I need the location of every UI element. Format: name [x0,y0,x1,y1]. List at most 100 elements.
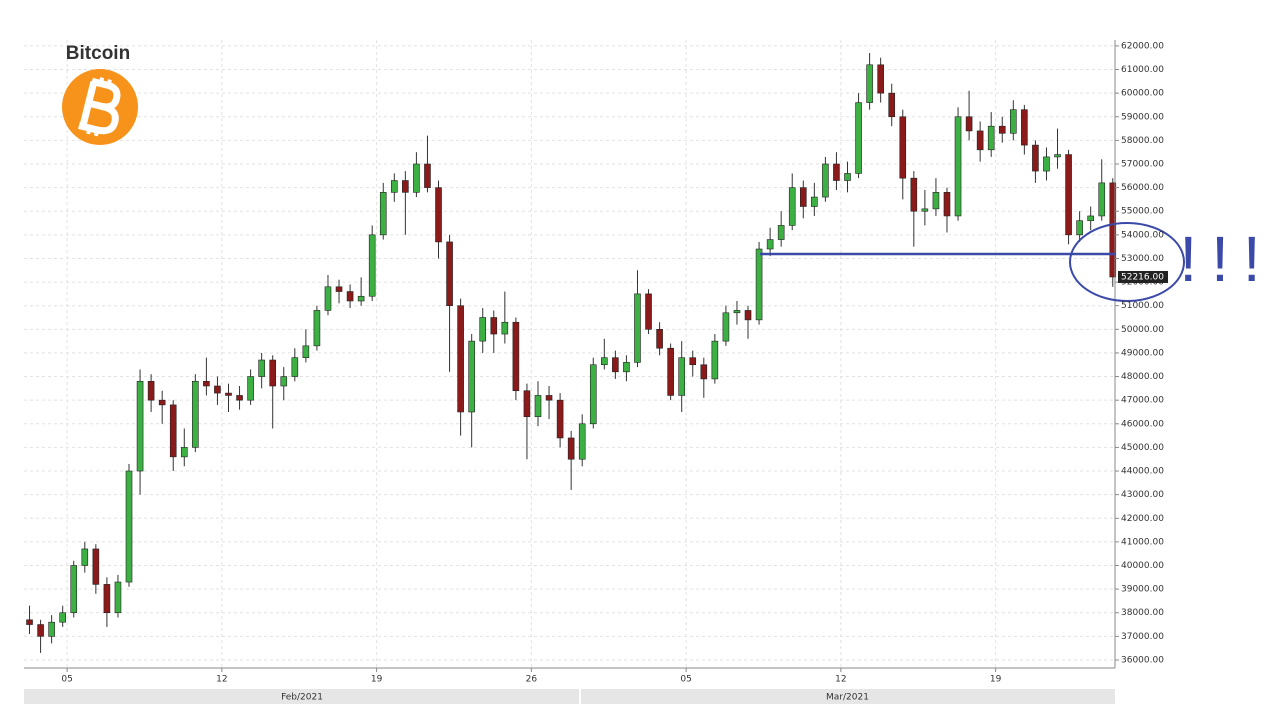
candle-body [678,357,685,396]
candle-body [203,380,210,387]
candle-body [777,225,785,240]
candle-body [357,295,365,302]
candle-body [1098,182,1106,217]
candle-body [523,390,531,418]
candle-body [722,312,730,342]
candle-body [501,321,509,335]
candle-body [965,116,973,132]
candle-body [899,116,907,179]
candle-body [192,380,199,448]
candle-body [589,364,597,425]
candle-body [180,447,188,458]
candle-body [1054,154,1061,158]
candle-body [567,437,575,460]
candle-body [479,317,487,342]
candle-body [1087,215,1094,221]
candle-body [158,399,166,406]
y-tick-label: 54000.00 [1121,230,1164,240]
x-tick-label: 26 [526,675,538,685]
candle-body [545,395,553,401]
candle-body [1032,144,1039,172]
candle-body [645,293,652,330]
y-tick-label: 45000.00 [1121,443,1164,453]
x-tick-label: 19 [990,675,1002,685]
plot-area [24,40,1115,668]
candle-body [291,357,299,377]
candle-body [258,359,265,377]
candle-body [280,376,288,387]
candle-body [755,248,763,321]
candle-body [424,163,431,188]
candle-body [169,404,177,458]
y-tick-label: 38000.00 [1121,608,1164,618]
x-tick-label: 05 [61,675,72,685]
y-tick-label: 62000.00 [1121,41,1164,51]
month-band [581,689,1115,704]
candle-body [446,241,453,307]
candle-body [1109,182,1117,278]
bitcoin-logo [62,69,138,145]
candle-body [37,624,44,637]
y-tick-label: 49000.00 [1121,348,1164,358]
candle-body [1076,220,1083,236]
candle-body [844,173,851,181]
candle-body [435,187,442,243]
candle-body [512,321,520,392]
candle-body [811,196,818,207]
candle-body [601,357,608,366]
candle-body [877,64,884,94]
candle-body [136,380,144,472]
y-tick-label: 39000.00 [1121,585,1164,595]
y-tick-label: 40000.00 [1121,561,1164,571]
last-price-label: 52216.00 [1121,272,1164,282]
candle-body [976,130,984,151]
candle-body [766,239,774,250]
candle-body [225,392,232,396]
y-tick-label: 51000.00 [1121,301,1164,311]
annotation: !!! [1179,223,1274,295]
x-tick-label: 12 [835,675,846,685]
candle-body [866,64,873,103]
candle-body [346,291,354,302]
candle-body [379,192,387,236]
candle-body [368,234,376,297]
y-tick-label: 57000.00 [1121,159,1164,169]
candle-body [1021,109,1028,146]
candle-body [998,125,1006,134]
y-tick-label: 47000.00 [1121,396,1164,406]
y-tick-label: 53000.00 [1121,254,1164,264]
month-label: Mar/2021 [826,693,869,703]
candle-body [556,399,564,439]
y-tick-label: 61000.00 [1121,65,1164,75]
candle-body [70,565,78,614]
candle-body [1065,154,1072,236]
candle-body [26,619,33,625]
chart-title: Bitcoin [66,43,130,64]
candle-body [932,192,940,210]
candle-body [1010,109,1017,134]
y-tick-label: 46000.00 [1121,419,1164,429]
candle-body [92,548,100,585]
candle-body [490,317,498,335]
candle-body [910,177,918,212]
x-tick-label: 05 [680,675,691,685]
month-band [24,689,580,704]
grid [24,40,1115,668]
candle-body [147,380,155,401]
candle-body [103,584,111,614]
candle-body [59,612,66,623]
candle-body [534,395,542,418]
candle-body [81,548,89,566]
y-tick-label: 41000.00 [1121,537,1164,547]
candle-body [402,180,409,193]
candle-body [214,385,221,394]
y-tick-label: 36000.00 [1121,655,1164,665]
candle-body [656,329,663,349]
candle-body [888,92,896,118]
y-tick-label: 44000.00 [1121,467,1164,477]
candle-body [833,163,840,181]
candle-body [788,187,796,226]
candle-body [269,359,277,387]
y-tick-label: 43000.00 [1121,490,1164,500]
